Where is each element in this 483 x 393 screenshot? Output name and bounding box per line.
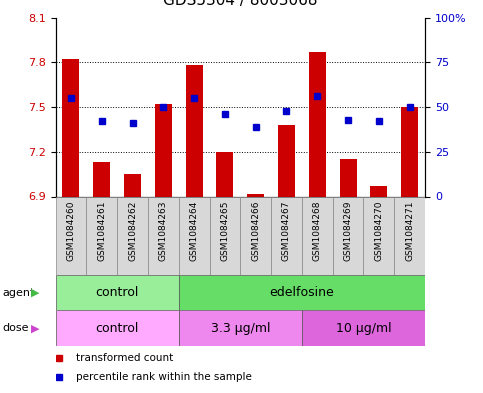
Text: GSM1084265: GSM1084265: [220, 200, 229, 261]
Text: GSM1084271: GSM1084271: [405, 200, 414, 261]
Text: GSM1084264: GSM1084264: [190, 200, 199, 261]
Text: GSM1084270: GSM1084270: [374, 200, 384, 261]
Bar: [124, 174, 141, 196]
Text: dose: dose: [2, 323, 29, 333]
Bar: [179, 196, 210, 275]
Bar: [56, 310, 179, 346]
Bar: [271, 196, 302, 275]
Text: percentile rank within the sample: percentile rank within the sample: [76, 372, 252, 382]
Bar: [364, 196, 394, 275]
Bar: [62, 59, 79, 196]
Bar: [216, 152, 233, 196]
Text: ▶: ▶: [30, 323, 39, 333]
Text: control: control: [96, 286, 139, 299]
Text: agent: agent: [2, 288, 35, 298]
Bar: [185, 65, 202, 196]
Text: transformed count: transformed count: [76, 353, 173, 364]
Bar: [155, 104, 172, 196]
Text: 10 μg/ml: 10 μg/ml: [336, 321, 391, 335]
Text: GDS5304 / 8003068: GDS5304 / 8003068: [163, 0, 317, 8]
Text: GSM1084260: GSM1084260: [67, 200, 75, 261]
Text: GSM1084269: GSM1084269: [343, 200, 353, 261]
Bar: [302, 196, 333, 275]
Bar: [302, 310, 425, 346]
Text: ▶: ▶: [30, 288, 39, 298]
Bar: [247, 193, 264, 196]
Bar: [56, 275, 179, 310]
Bar: [93, 162, 110, 196]
Bar: [401, 107, 418, 196]
Text: GSM1084262: GSM1084262: [128, 200, 137, 261]
Bar: [148, 196, 179, 275]
Bar: [370, 186, 387, 196]
Text: 3.3 μg/ml: 3.3 μg/ml: [211, 321, 270, 335]
Text: control: control: [96, 321, 139, 335]
Bar: [210, 196, 240, 275]
Bar: [179, 275, 425, 310]
Text: GSM1084261: GSM1084261: [97, 200, 106, 261]
Bar: [309, 52, 326, 196]
Bar: [179, 310, 302, 346]
Bar: [394, 196, 425, 275]
Text: GSM1084266: GSM1084266: [251, 200, 260, 261]
Text: GSM1084263: GSM1084263: [159, 200, 168, 261]
Bar: [333, 196, 364, 275]
Bar: [86, 196, 117, 275]
Bar: [117, 196, 148, 275]
Bar: [56, 196, 86, 275]
Bar: [340, 159, 356, 196]
Text: GSM1084267: GSM1084267: [282, 200, 291, 261]
Text: GSM1084268: GSM1084268: [313, 200, 322, 261]
Bar: [240, 196, 271, 275]
Text: edelfosine: edelfosine: [270, 286, 334, 299]
Bar: [278, 125, 295, 196]
